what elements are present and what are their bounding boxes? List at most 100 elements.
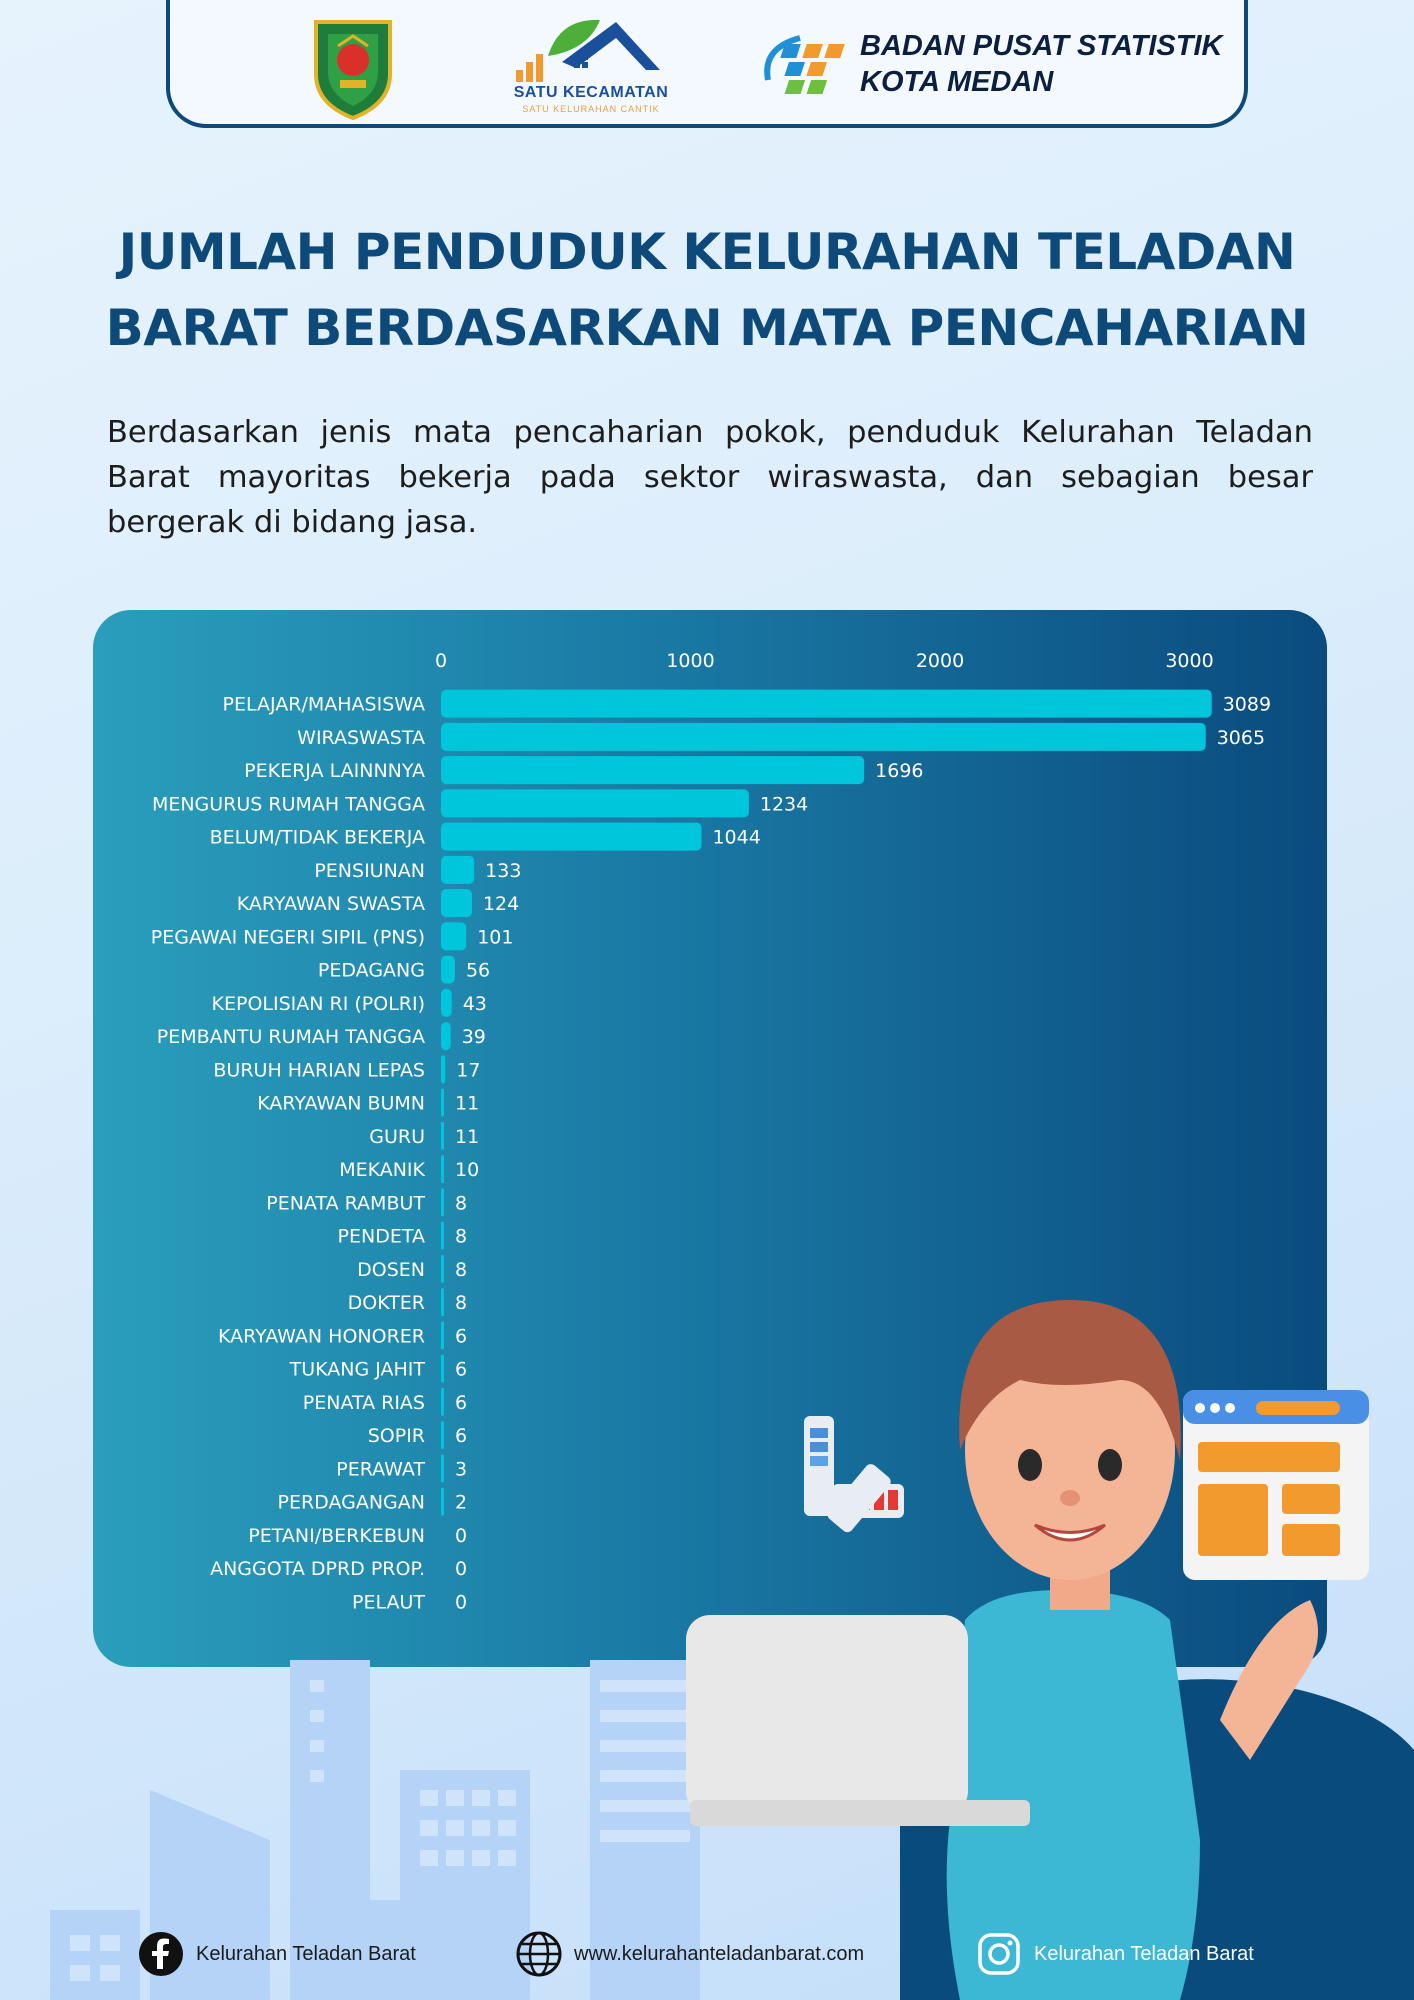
x-tick-label: 2000 — [916, 650, 964, 672]
satu-kecamatan-subtitle: SATU KELURAHAN CANTIK — [522, 104, 660, 114]
page-title: JUMLAH PENDUDUK KELURAHAN TELADAN BARAT … — [0, 214, 1414, 366]
medan-crest-logo — [314, 20, 392, 120]
bar — [441, 1088, 444, 1117]
category-label: PELAUT — [352, 1591, 425, 1613]
bar — [441, 1421, 444, 1450]
value-label: 3 — [455, 1458, 467, 1480]
instagram-text: Kelurahan Teladan Barat — [1034, 1942, 1254, 1965]
bar — [441, 1454, 444, 1483]
globe-icon — [516, 1931, 562, 1977]
category-label: PENATA RIAS — [303, 1392, 425, 1414]
category-label: WIRASWASTA — [297, 727, 425, 749]
title-line-2: BARAT BERDASARKAN MATA PENCAHARIAN — [105, 299, 1309, 357]
bar — [441, 1121, 444, 1150]
bps-line-2: KOTA MEDAN — [860, 66, 1054, 98]
category-label: ANGGOTA DPRD PROP. — [210, 1558, 425, 1580]
x-tick-label: 3000 — [1165, 650, 1213, 672]
category-label: BELUM/TIDAK BEKERJA — [210, 827, 425, 849]
category-label: KEPOLISIAN RI (POLRI) — [212, 993, 425, 1015]
facebook-icon — [139, 1932, 183, 1976]
chart-panel: 0 1000 2000 3000 PELAJAR/MAHASISWA 3089 WIRASW… — [93, 610, 1327, 1667]
category-label: PENDETA — [338, 1226, 425, 1248]
value-label: 8 — [455, 1192, 467, 1214]
bar — [441, 922, 467, 951]
bar — [441, 1254, 444, 1283]
category-label: DOSEN — [357, 1259, 425, 1281]
category-label: PEGAWAI NEGERI SIPIL (PNS) — [151, 926, 425, 948]
x-tick-label: 1000 — [666, 650, 714, 672]
value-label: 8 — [455, 1226, 467, 1248]
bar — [441, 1188, 444, 1217]
value-label: 6 — [455, 1359, 467, 1381]
category-label: TUKANG JAHIT — [289, 1359, 426, 1381]
category-label: KARYAWAN SWASTA — [237, 893, 425, 915]
category-label: PENSIUNAN — [314, 860, 425, 882]
value-label: 8 — [455, 1259, 467, 1281]
bar — [441, 1387, 444, 1416]
bar — [441, 1055, 446, 1084]
value-label: 6 — [455, 1325, 467, 1347]
description-text: Berdasarkan jenis mata pencaharian pokok… — [107, 415, 1313, 540]
bar — [441, 1487, 444, 1516]
value-label: 101 — [477, 926, 513, 948]
bar — [441, 1221, 444, 1250]
value-label: 2 — [455, 1492, 467, 1514]
value-label: 3065 — [1217, 727, 1265, 749]
city-skyline-decoration — [50, 1660, 700, 2000]
value-label: 17 — [456, 1059, 480, 1081]
value-label: 124 — [483, 893, 519, 915]
bps-line-1: BADAN PUSAT STATISTIK — [860, 30, 1223, 62]
footer-instagram[interactable]: Kelurahan Teladan Barat — [976, 1932, 1254, 1976]
footer-facebook[interactable]: Kelurahan Teladan Barat — [138, 1932, 416, 1976]
bar — [441, 1022, 451, 1051]
category-label: KARYAWAN BUMN — [257, 1093, 425, 1115]
bar — [441, 822, 702, 851]
value-label: 0 — [455, 1558, 467, 1580]
value-label: 39 — [462, 1026, 486, 1048]
category-label: PEDAGANG — [318, 960, 425, 982]
facebook-text: Kelurahan Teladan Barat — [196, 1942, 416, 1965]
category-label: PEMBANTU RUMAH TANGGA — [157, 1026, 425, 1048]
bar — [441, 689, 1212, 718]
value-label: 43 — [463, 993, 487, 1015]
value-label: 6 — [455, 1392, 467, 1414]
value-label: 10 — [455, 1159, 479, 1181]
bps-logo — [764, 35, 845, 94]
category-label: PENATA RAMBUT — [266, 1192, 425, 1214]
website-text: www.kelurahanteladanbarat.com — [574, 1942, 865, 1965]
category-label: MEKANIK — [339, 1159, 425, 1181]
bar — [441, 855, 475, 884]
bar — [441, 988, 452, 1017]
category-label: DOKTER — [348, 1292, 425, 1314]
house-leaf-icon — [516, 19, 660, 82]
category-label: KARYAWAN HONORER — [218, 1325, 425, 1347]
value-label: 1234 — [760, 793, 808, 815]
category-label: BURUH HARIAN LEPAS — [213, 1059, 425, 1081]
bar — [441, 955, 455, 984]
value-label: 56 — [466, 960, 490, 982]
value-label: 0 — [455, 1591, 467, 1613]
value-label: 11 — [455, 1093, 479, 1115]
category-label: SOPIR — [368, 1425, 425, 1447]
category-label: GURU — [369, 1126, 425, 1148]
bar — [441, 1288, 444, 1317]
value-label: 8 — [455, 1292, 467, 1314]
category-label: PETANI/BERKEBUN — [248, 1525, 425, 1547]
value-label: 133 — [485, 860, 521, 882]
category-label: PERAWAT — [336, 1458, 425, 1480]
value-label: 6 — [455, 1425, 467, 1447]
bar — [441, 722, 1206, 751]
bps-name: BADAN PUSAT STATISTIK KOTA MEDAN — [860, 28, 1223, 100]
footer-website[interactable]: www.kelurahanteladanbarat.com — [516, 1931, 865, 1977]
category-label: PEKERJA LAINNNYA — [244, 760, 425, 782]
value-label: 1044 — [712, 827, 760, 849]
value-label: 0 — [455, 1525, 467, 1547]
bar — [441, 1354, 444, 1383]
satu-kecamatan-name: SATU KECAMATAN — [513, 84, 669, 101]
bar — [441, 1155, 444, 1184]
instagram-icon — [978, 1933, 1020, 1975]
bar — [441, 756, 865, 785]
category-label: PELAJAR/MAHASISWA — [223, 694, 426, 716]
value-label: 3089 — [1223, 694, 1271, 716]
